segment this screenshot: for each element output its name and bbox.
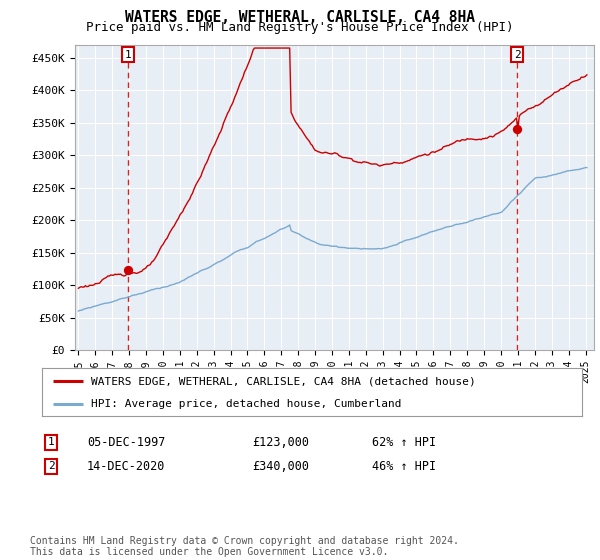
Text: 62% ↑ HPI: 62% ↑ HPI <box>372 436 436 449</box>
Text: 46% ↑ HPI: 46% ↑ HPI <box>372 460 436 473</box>
Text: WATERS EDGE, WETHERAL, CARLISLE, CA4 8HA: WATERS EDGE, WETHERAL, CARLISLE, CA4 8HA <box>125 10 475 25</box>
Text: 2: 2 <box>514 49 521 59</box>
Point <box>512 125 522 134</box>
Text: £340,000: £340,000 <box>252 460 309 473</box>
Text: WATERS EDGE, WETHERAL, CARLISLE, CA4 8HA (detached house): WATERS EDGE, WETHERAL, CARLISLE, CA4 8HA… <box>91 376 475 386</box>
Text: 1: 1 <box>47 437 55 447</box>
Text: 1: 1 <box>124 49 131 59</box>
Text: Contains HM Land Registry data © Crown copyright and database right 2024.
This d: Contains HM Land Registry data © Crown c… <box>30 535 459 557</box>
Text: 05-DEC-1997: 05-DEC-1997 <box>87 436 166 449</box>
Point <box>123 265 133 274</box>
Text: Price paid vs. HM Land Registry's House Price Index (HPI): Price paid vs. HM Land Registry's House … <box>86 21 514 34</box>
Text: HPI: Average price, detached house, Cumberland: HPI: Average price, detached house, Cumb… <box>91 399 401 409</box>
Text: 2: 2 <box>47 461 55 472</box>
Text: £123,000: £123,000 <box>252 436 309 449</box>
Text: 14-DEC-2020: 14-DEC-2020 <box>87 460 166 473</box>
